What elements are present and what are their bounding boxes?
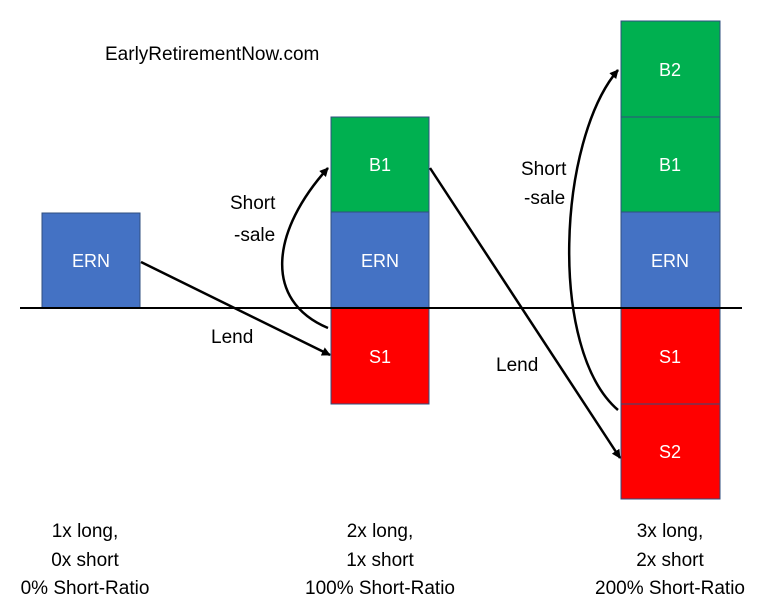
short-sale-label-line1: Short [521,159,567,180]
short-sale-arrow-1 [281,167,329,330]
caption-line3: 200% Short-Ratio [595,578,745,599]
caption-line2: 1x short [346,550,414,571]
lend-arrow-2 [428,167,622,459]
watermark-text: EarlyRetirementNow.com [105,44,319,65]
ern-box [330,211,430,309]
column-1: ERN [41,212,141,309]
b2-box [620,20,721,118]
caption-line2: 2x short [636,550,704,571]
caption-line1: 2x long, [347,521,414,542]
ern-box-label: ERN [651,251,689,271]
short-sale-label-line2: -sale [234,225,275,246]
s2-box-label: S2 [659,442,681,462]
b1-box [330,116,430,213]
column-2: B1 ERN S1 [330,116,430,405]
caption-3: 3x long, 2x short 200% Short-Ratio [595,521,745,599]
short-sale-label-line2: -sale [524,188,565,209]
short-sale-label-line1: Short [230,193,276,214]
caption-line1: 1x long, [52,521,119,542]
caption-line3: 100% Short-Ratio [305,578,455,599]
s1-box-label: S1 [659,347,681,367]
caption-1: 1x long, 0x short 0% Short-Ratio [21,521,150,599]
ern-box-label: ERN [72,251,110,271]
ern-box [41,212,141,309]
s1-box [330,307,430,405]
b2-box-label: B2 [659,60,681,80]
b1-box-label: B1 [369,155,391,175]
b1-box-label: B1 [659,155,681,175]
lend-label: Lend [211,327,253,348]
s1-box [620,307,721,405]
lend-arrow-1 [140,260,331,357]
caption-line2: 0x short [51,550,119,571]
column-3: B2 B1 ERN S1 S2 [620,20,721,500]
lend-label: Lend [496,355,538,376]
caption-2: 2x long, 1x short 100% Short-Ratio [305,521,455,599]
caption-line3: 0% Short-Ratio [21,578,150,599]
short-sale-arrow-2 [568,69,619,411]
s2-box [620,403,721,500]
caption-line1: 3x long, [637,521,704,542]
b1-box [620,116,721,213]
ern-box-label: ERN [361,251,399,271]
s1-box-label: S1 [369,347,391,367]
